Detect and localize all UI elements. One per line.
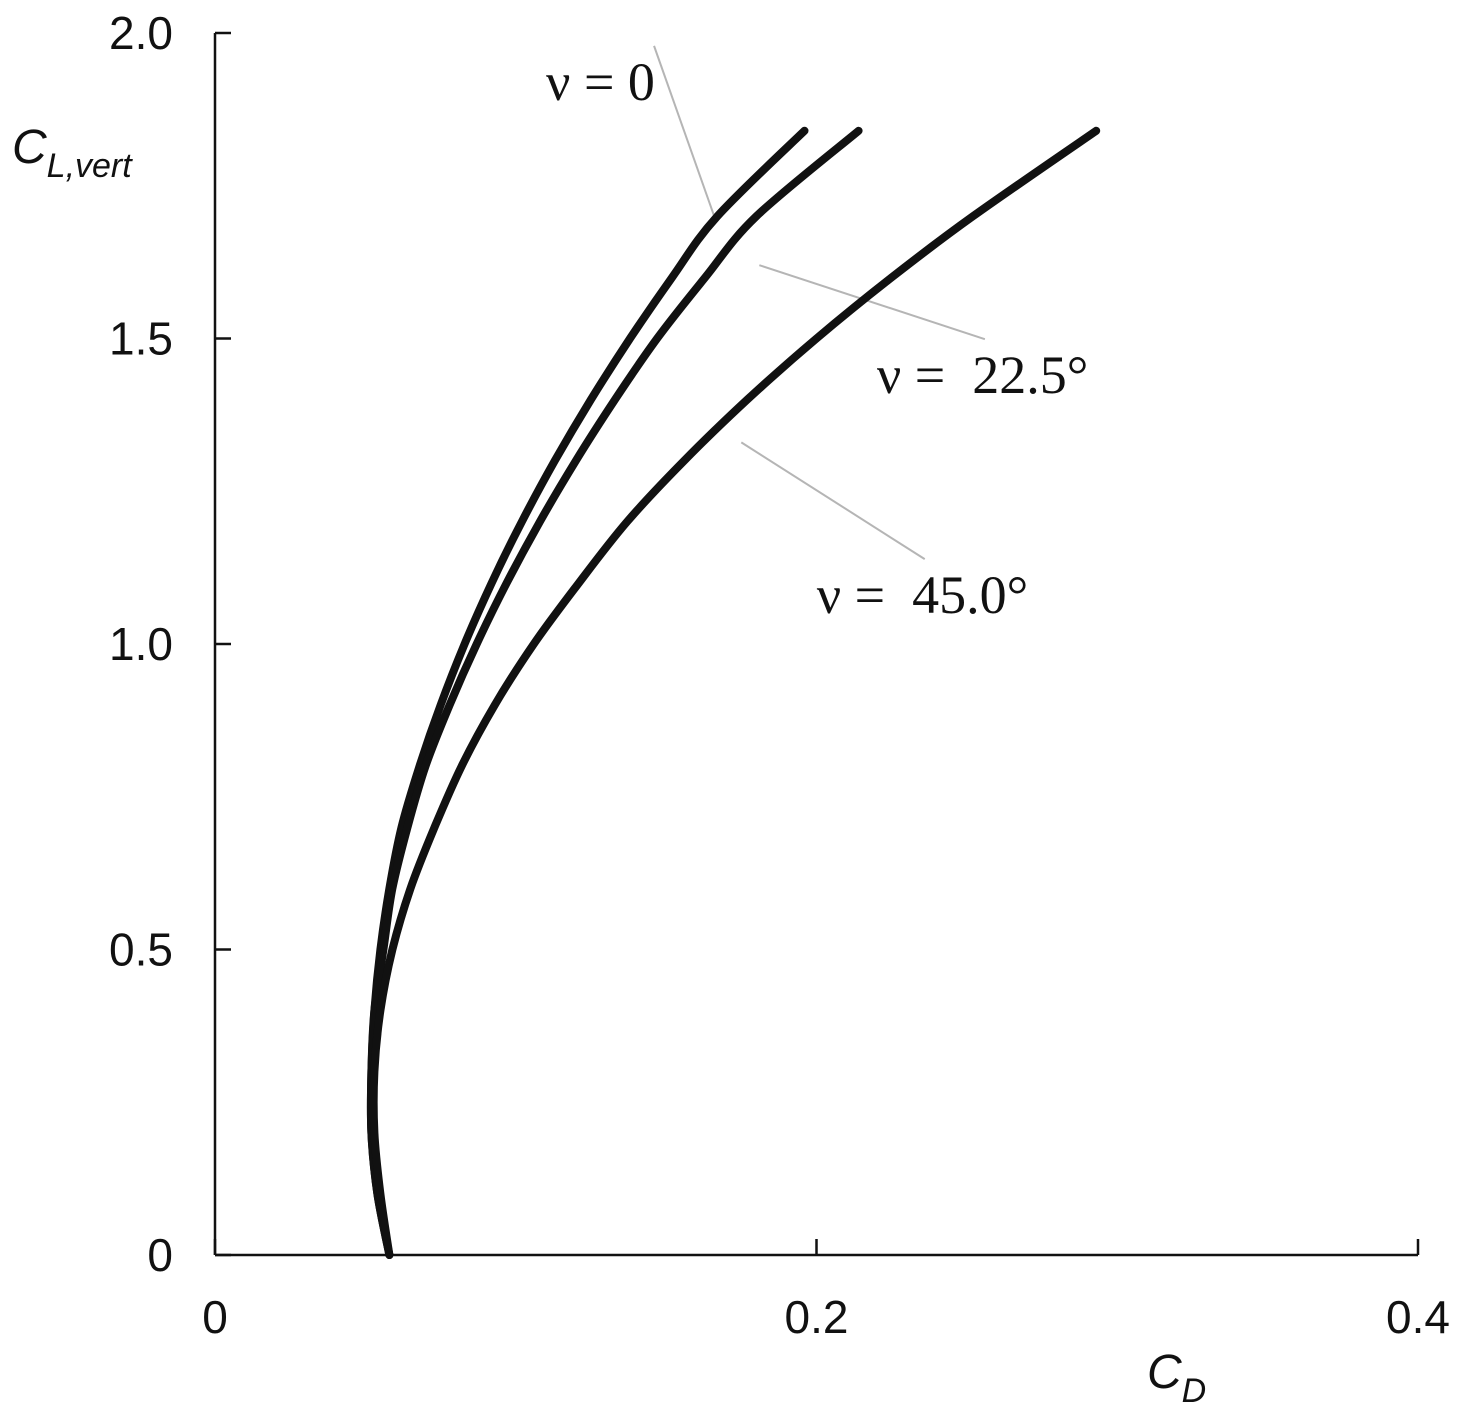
series-line-0 [366, 126, 809, 1259]
axes [213, 33, 1418, 1257]
x-axis-title-main: C [1147, 1346, 1182, 1399]
y-tick-label-3: 1.5 [109, 313, 173, 365]
y-tick-label-2: 1.0 [109, 618, 173, 670]
annotation-leader-0 [653, 45, 716, 217]
x-tick-label-0: 0 [202, 1291, 228, 1343]
x-tick-label-1: 0.2 [785, 1291, 849, 1343]
ticks: 0 0.5 1.0 1.5 2.0 0 0.2 0.4 [109, 7, 1450, 1343]
x-axis-title: CD [1147, 1346, 1206, 1410]
y-tick-label-1: 0.5 [109, 924, 173, 976]
y-axis-title: CL,vert [12, 121, 133, 185]
series-label-1: ν = 22.5° [877, 345, 1088, 405]
x-axis-title-sub: D [1182, 1372, 1207, 1410]
y-tick-label-0: 0 [147, 1229, 173, 1281]
annotation-leader-2 [740, 441, 926, 560]
series-line-2 [369, 126, 1101, 1259]
annotation-leaders [653, 45, 986, 560]
y-axis-title-main: C [12, 121, 47, 174]
x-tick-label-2: 0.4 [1386, 1291, 1450, 1343]
annotation-leader-1 [759, 264, 986, 341]
series-curves [366, 126, 1101, 1259]
series-label-2: ν = 45.0° [817, 565, 1028, 625]
y-axis-title-sub: L,vert [47, 147, 134, 185]
y-tick-label-4: 2.0 [109, 7, 173, 59]
series-label-0: ν = 0 [546, 52, 655, 112]
annotation-labels: ν = 0 ν = 22.5° ν = 45.0° [546, 52, 1088, 625]
